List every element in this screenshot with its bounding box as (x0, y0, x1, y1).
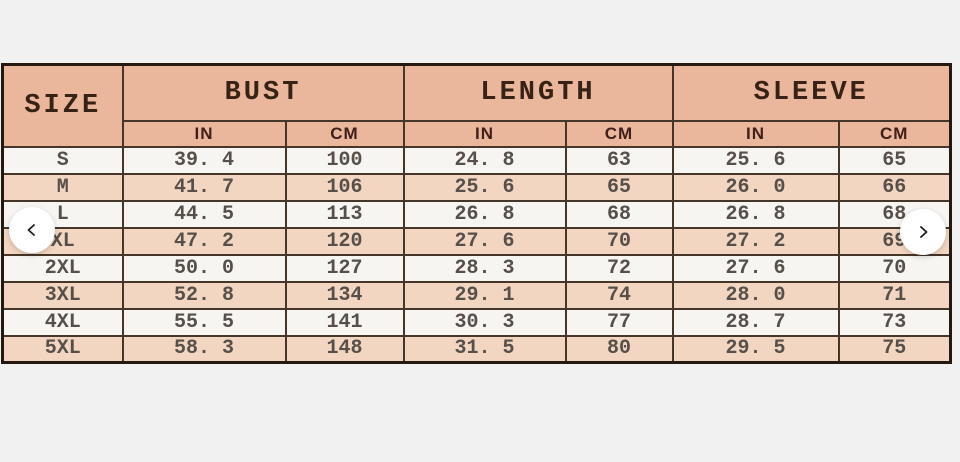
cell-bust-cm: 106 (284, 172, 405, 202)
chevron-left-icon (23, 221, 41, 239)
cell-sleeve-cm: 66 (837, 172, 952, 202)
table-header-unit-row: IN CM IN CM IN CM (3, 119, 952, 148)
cell-length-cm: 68 (564, 199, 674, 229)
column-header-sleeve: SLEEVE (671, 63, 952, 122)
cell-bust-cm: 113 (284, 199, 405, 229)
table-row: XL 47. 2 120 27. 6 70 27. 2 69 (1, 226, 952, 256)
cell-size: 3XL (1, 280, 124, 310)
cell-length-cm: 63 (564, 145, 674, 175)
cell-length-cm: 72 (564, 253, 674, 283)
cell-sleeve-cm: 73 (837, 307, 952, 337)
cell-sleeve-cm: 70 (837, 253, 952, 283)
carousel-prev-button[interactable] (9, 207, 55, 253)
unit-header-length-in: IN (402, 119, 567, 148)
size-chart-table: SIZE BUST LENGTH SLEEVE IN CM IN CM IN C… (1, 63, 952, 364)
unit-header-bust-cm: CM (284, 119, 405, 148)
table-row: S 39. 4 100 24. 8 63 25. 6 65 (1, 145, 952, 175)
table-row: 4XL 55. 5 141 30. 3 77 28. 7 73 (1, 307, 952, 337)
cell-length-cm: 70 (564, 226, 674, 256)
cell-sleeve-in: 29. 5 (671, 334, 840, 364)
cell-length-in: 29. 1 (402, 280, 567, 310)
size-chart-image: SIZE BUST LENGTH SLEEVE IN CM IN CM IN C… (1, 63, 952, 364)
cell-bust-in: 55. 5 (121, 307, 287, 337)
cell-length-in: 27. 6 (402, 226, 567, 256)
cell-length-cm: 80 (564, 334, 674, 364)
cell-sleeve-in: 28. 7 (671, 307, 840, 337)
unit-header-sleeve-cm: CM (837, 119, 952, 148)
cell-size: M (1, 172, 124, 202)
column-header-bust: BUST (121, 63, 405, 122)
table-row: 3XL 52. 8 134 29. 1 74 28. 0 71 (1, 280, 952, 310)
cell-bust-cm: 148 (284, 334, 405, 364)
column-header-size: SIZE (1, 63, 124, 148)
cell-size: 5XL (1, 334, 124, 364)
cell-sleeve-cm: 68 (837, 199, 952, 229)
cell-bust-in: 50. 0 (121, 253, 287, 283)
table-row: 5XL 58. 3 148 31. 5 80 29. 5 75 (1, 334, 952, 364)
carousel-next-button[interactable] (900, 209, 946, 255)
cell-size: 4XL (1, 307, 124, 337)
cell-bust-cm: 100 (284, 145, 405, 175)
cell-length-in: 26. 8 (402, 199, 567, 229)
cell-sleeve-in: 26. 8 (671, 199, 840, 229)
cell-bust-in: 47. 2 (121, 226, 287, 256)
cell-bust-cm: 134 (284, 280, 405, 310)
cell-bust-cm: 120 (284, 226, 405, 256)
cell-size: S (1, 145, 124, 175)
cell-bust-in: 39. 4 (121, 145, 287, 175)
cell-length-cm: 77 (564, 307, 674, 337)
unit-header-length-cm: CM (564, 119, 674, 148)
cell-length-in: 24. 8 (402, 145, 567, 175)
cell-sleeve-cm: 75 (837, 334, 952, 364)
cell-sleeve-in: 27. 6 (671, 253, 840, 283)
table-row: 2XL 50. 0 127 28. 3 72 27. 6 70 (1, 253, 952, 283)
cell-sleeve-in: 28. 0 (671, 280, 840, 310)
cell-sleeve-in: 27. 2 (671, 226, 840, 256)
unit-header-bust-in: IN (121, 119, 287, 148)
cell-bust-in: 41. 7 (121, 172, 287, 202)
cell-bust-in: 44. 5 (121, 199, 287, 229)
cell-sleeve-in: 25. 6 (671, 145, 840, 175)
cell-sleeve-cm: 65 (837, 145, 952, 175)
table-row: L 44. 5 113 26. 8 68 26. 8 68 (1, 199, 952, 229)
cell-length-in: 25. 6 (402, 172, 567, 202)
cell-size: 2XL (1, 253, 124, 283)
cell-length-cm: 74 (564, 280, 674, 310)
cell-length-in: 30. 3 (402, 307, 567, 337)
chevron-right-icon (914, 223, 932, 241)
cell-bust-cm: 127 (284, 253, 405, 283)
cell-sleeve-in: 26. 0 (671, 172, 840, 202)
table-header-group-row: SIZE BUST LENGTH SLEEVE (1, 63, 952, 148)
cell-bust-cm: 141 (284, 307, 405, 337)
cell-sleeve-cm: 71 (837, 280, 952, 310)
cell-length-in: 28. 3 (402, 253, 567, 283)
cell-length-in: 31. 5 (402, 334, 567, 364)
cell-bust-in: 58. 3 (121, 334, 287, 364)
table-row: M 41. 7 106 25. 6 65 26. 0 66 (1, 172, 952, 202)
unit-header-sleeve-in: IN (671, 119, 840, 148)
cell-length-cm: 65 (564, 172, 674, 202)
cell-bust-in: 52. 8 (121, 280, 287, 310)
column-header-length: LENGTH (402, 63, 674, 122)
